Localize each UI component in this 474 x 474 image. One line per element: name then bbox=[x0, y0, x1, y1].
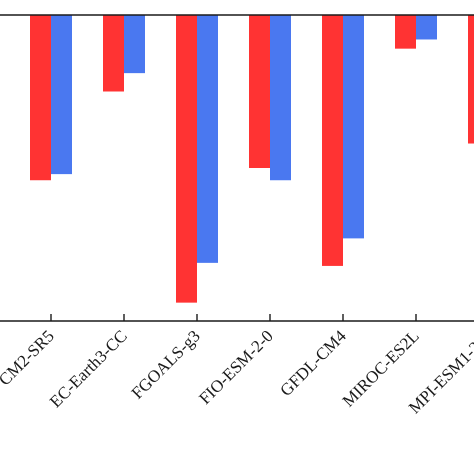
x-tick-label-2: FGOALS-g3 bbox=[128, 326, 204, 402]
axes-layer bbox=[0, 14, 474, 322]
bar-blue-0 bbox=[51, 15, 72, 175]
bar-blue-2 bbox=[197, 15, 218, 263]
x-tick-label-3: FIO-ESM-2-0 bbox=[195, 326, 277, 408]
bar-blue-4 bbox=[343, 15, 364, 239]
bar-red-5 bbox=[395, 15, 416, 49]
bar-blue-3 bbox=[270, 15, 291, 181]
bar-blue-5 bbox=[416, 15, 437, 40]
bar-red-2 bbox=[176, 15, 197, 303]
x-tick-label-0: CM2-SR5 bbox=[0, 326, 58, 389]
x-ticks-layer bbox=[50, 314, 417, 321]
bar-red-6 bbox=[468, 15, 474, 144]
x-tick-label-4: GFDL-CM4 bbox=[276, 326, 350, 400]
bar-red-0 bbox=[30, 15, 51, 181]
bar-red-1 bbox=[103, 15, 124, 92]
x-tick-label-1: EC-Earth3-CC bbox=[46, 326, 131, 411]
bar-red-4 bbox=[322, 15, 343, 266]
bar-red-3 bbox=[249, 15, 270, 168]
bars-layer bbox=[30, 15, 474, 303]
bar-blue-1 bbox=[124, 15, 145, 74]
